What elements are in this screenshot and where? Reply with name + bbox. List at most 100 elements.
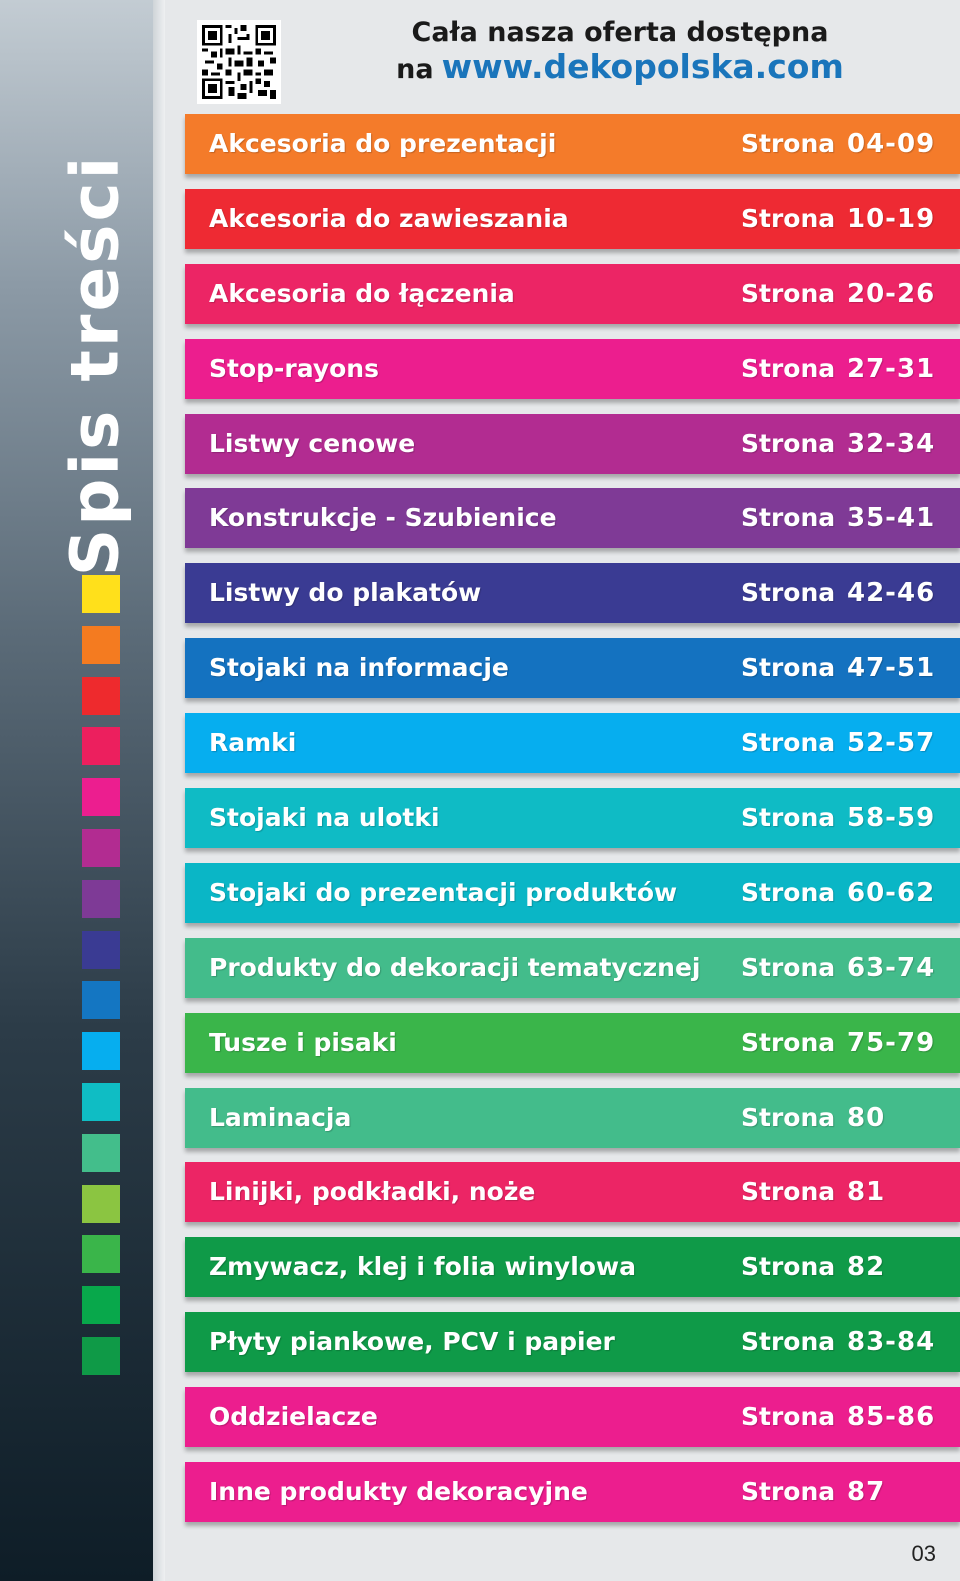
color-swatch [82,1235,120,1274]
toc-page-range: 35-41 [847,503,936,534]
toc-section-title: Ramki [209,728,297,758]
color-swatch [82,828,120,867]
toc-page-word: Strona [741,129,836,158]
color-swatch [82,1032,120,1071]
toc-page-word: Strona [741,1477,836,1507]
toc-page-word: Strona [741,1327,836,1357]
color-swatch [82,727,120,766]
toc-section-title: Akcesoria do prezentacji [209,129,557,158]
toc-section-title: Listwy cenowe [209,428,416,458]
toc-section-title: Stojaki na informacje [209,653,509,683]
toc-page-range: 83-84 [847,1327,936,1358]
toc-row[interactable]: Ramki Strona 52-57 [185,713,960,774]
toc-row[interactable]: Płyty piankowe, PCV i papier Strona 83-84 [185,1312,960,1373]
color-swatch [82,879,120,918]
toc-section-title: Akcesoria do zawieszania [209,203,569,233]
toc-page-range: 75-79 [847,1027,936,1058]
toc-page-range: 10-19 [847,203,936,234]
toc-section-title: Inne produkty dekoracyjne [209,1477,588,1507]
toc-page-range: 58-59 [847,803,936,834]
toc-row[interactable]: Akcesoria do prezentacji Strona 04-09 [185,114,960,174]
color-swatch [82,575,120,613]
color-swatch [82,1184,120,1223]
page-number: 03 [911,1541,936,1566]
toc-page-word: Strona [741,203,836,233]
toc-page-word: Strona [741,877,836,907]
toc-page-range: 20-26 [847,278,936,309]
color-swatch [82,981,120,1020]
toc-page-word: Strona [741,1102,836,1132]
toc-page-word: Strona [741,278,836,308]
sidebar-edge [153,0,165,1581]
header: Cała nasza oferta dostępna na www.dekopol… [300,16,940,90]
toc-page-word: Strona [741,578,836,608]
toc-page-range: 80 [847,1102,886,1133]
color-swatch [82,625,120,664]
toc-row[interactable]: Akcesoria do łączenia Strona 20-26 [185,263,960,324]
sidebar: Spis treści [0,0,153,1581]
sidebar-title: Spis treści [56,153,134,577]
color-swatch [82,1286,120,1325]
toc-row[interactable]: Linijki, podkładki, noże Strona 81 [185,1162,960,1223]
color-swatch [82,778,120,817]
header-prefix: na [396,54,434,85]
color-swatch [82,930,120,969]
toc-row[interactable]: Stojaki na ulotki Strona 58-59 [185,788,960,849]
toc-section-title: Produkty do dekoracji tematycznej [209,952,701,982]
toc-row[interactable]: Inne produkty dekoracyjne Strona 87 [185,1462,960,1523]
toc-row[interactable]: Oddzielacze Strona 85-86 [185,1387,960,1448]
toc-page-word: Strona [741,1252,836,1282]
toc-page-range: 87 [847,1477,886,1508]
toc-section-title: Listwy do plakatów [209,578,482,608]
toc-row[interactable]: Listwy cenowe Strona 32-34 [185,413,960,474]
toc-row[interactable]: Akcesoria do zawieszania Strona 10-19 [185,188,960,249]
color-swatch [82,676,120,715]
toc-page-word: Strona [741,952,836,982]
toc-section-title: Zmywacz, klej i folia winylowa [209,1252,636,1282]
toc-page-word: Strona [741,428,836,458]
toc-page-range: 52-57 [847,728,936,759]
toc-page-range: 63-74 [847,952,936,983]
toc-page-range: 85-86 [847,1402,936,1433]
toc-page-word: Strona [741,353,836,383]
toc-row[interactable]: Zmywacz, klej i folia winylowa Strona 82 [185,1237,960,1298]
toc-page-range: 27-31 [847,353,936,384]
table-of-contents: Akcesoria do prezentacji Strona 04-09 Akces… [185,114,960,1537]
toc-row[interactable]: Stojaki do prezentacji produktów Strona 60… [185,862,960,923]
toc-row[interactable]: Tusze i pisaki Strona 75-79 [185,1012,960,1073]
toc-page-word: Strona [741,1027,836,1057]
toc-row[interactable]: Stop-rayons Strona 27-31 [185,338,960,399]
toc-row[interactable]: Listwy do plakatów Strona 42-46 [185,563,960,624]
toc-page-word: Strona [741,503,836,533]
toc-page-word: Strona [741,653,836,683]
toc-page-word: Strona [741,803,836,833]
toc-page-range: 82 [847,1252,886,1283]
toc-page-word: Strona [741,728,836,758]
toc-row[interactable]: Produkty do dekoracji tematycznej Strona 6… [185,937,960,998]
toc-row[interactable]: Laminacja Strona 80 [185,1087,960,1148]
toc-page-word: Strona [741,1177,836,1207]
website-link[interactable]: www.dekopolska.com [441,47,844,86]
toc-section-title: Akcesoria do łączenia [209,278,515,308]
color-swatch [82,1133,120,1172]
toc-page-range: 04-09 [847,129,936,159]
toc-section-title: Stop-rayons [209,353,379,383]
toc-row[interactable]: Konstrukcje - Szubienice Strona 35-41 [185,488,960,549]
color-swatch [82,1082,120,1121]
header-tagline: Cała nasza oferta dostępna [411,17,829,48]
toc-section-title: Linijki, podkładki, noże [209,1177,536,1207]
toc-section-title: Laminacja [209,1102,352,1132]
color-swatches [82,575,120,1388]
toc-row[interactable]: Stojaki na informacje Strona 47-51 [185,638,960,699]
toc-section-title: Płyty piankowe, PCV i papier [209,1327,615,1357]
toc-section-title: Stojaki do prezentacji produktów [209,877,678,907]
qr-code-icon[interactable] [197,20,281,104]
toc-section-title: Konstrukcje - Szubienice [209,503,557,533]
toc-page-range: 42-46 [847,578,936,609]
toc-page-range: 60-62 [847,877,936,908]
toc-section-title: Tusze i pisaki [209,1027,397,1057]
toc-page-range: 32-34 [847,428,936,459]
toc-page-range: 47-51 [847,653,936,684]
toc-page-range: 81 [847,1177,886,1208]
toc-page-word: Strona [741,1402,836,1432]
